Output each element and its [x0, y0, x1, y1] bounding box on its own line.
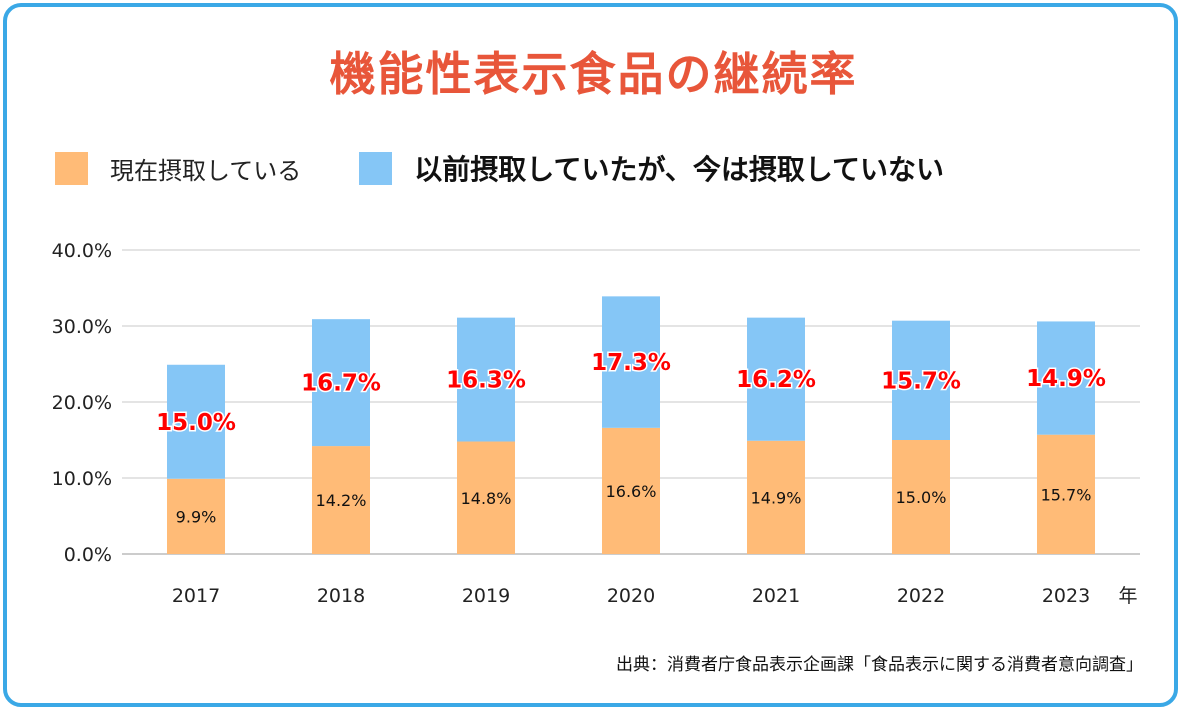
- x-tick-label: 2019: [462, 585, 510, 607]
- data-label-current: 16.6%: [606, 482, 657, 501]
- bar-current: [1037, 434, 1095, 554]
- data-label-current: 15.7%: [1041, 485, 1092, 504]
- data-label-current: 15.0%: [896, 488, 947, 507]
- bar-current: [602, 427, 660, 554]
- data-label-current: 9.9%: [176, 507, 217, 526]
- x-tick-label: 2020: [607, 585, 655, 607]
- bar-former: [892, 320, 950, 440]
- bar-current: [167, 478, 225, 554]
- bar-former: [167, 364, 225, 479]
- bar-former: [457, 317, 515, 442]
- x-tick-label: 2018: [317, 585, 365, 607]
- y-tick-label: 0.0%: [64, 544, 112, 566]
- legend-label-current: 現在摂取している: [110, 156, 302, 185]
- x-tick-label: 2022: [897, 585, 945, 607]
- bar-former: [312, 319, 370, 447]
- x-tick-label: 2021: [752, 585, 800, 607]
- data-label-former: 16.7%: [301, 371, 381, 397]
- y-tick-label: 40.0%: [52, 240, 112, 262]
- y-tick-label: 30.0%: [52, 316, 112, 338]
- legend-swatch-former: [359, 151, 393, 185]
- bar-former: [602, 296, 660, 428]
- y-tick-label: 10.0%: [52, 468, 112, 490]
- bar-current: [457, 441, 515, 554]
- source-note: 出典：消費者庁食品表示企画課「食品表示に関する消費者意向調査」: [616, 655, 1143, 675]
- data-label-former: 14.9%: [1026, 366, 1106, 392]
- legend-label-former: 以前摂取していたが、今は摂取していない: [414, 153, 945, 186]
- data-label-former: 17.3%: [591, 350, 671, 376]
- x-axis-unit-label: 年: [1118, 585, 1137, 607]
- chart-title: 機能性表示食品の継続率: [329, 47, 858, 101]
- chart-frame: [3, 3, 1178, 707]
- bar-current: [892, 440, 950, 554]
- bar-former: [1037, 321, 1095, 435]
- bar-current: [747, 440, 805, 554]
- y-tick-label: 20.0%: [52, 392, 112, 414]
- bar-former: [747, 317, 805, 441]
- legend: 現在摂取している 以前摂取していたが、今は摂取していない: [55, 148, 944, 188]
- data-label-former: 16.2%: [736, 367, 816, 393]
- data-label-current: 14.2%: [316, 491, 367, 510]
- legend-swatch-current: [55, 151, 88, 185]
- bar-current: [312, 446, 370, 554]
- data-label-current: 14.9%: [751, 488, 802, 507]
- data-label-current: 14.8%: [461, 489, 512, 508]
- data-label-former: 16.3%: [446, 368, 526, 394]
- data-label-former: 15.7%: [881, 368, 961, 394]
- x-tick-label: 2017: [172, 585, 220, 607]
- data-label-former: 15.0%: [156, 410, 236, 436]
- x-tick-label: 2023: [1042, 585, 1090, 607]
